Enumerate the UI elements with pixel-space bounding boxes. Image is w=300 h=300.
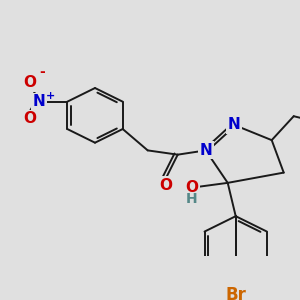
Text: O: O xyxy=(185,180,198,195)
Text: H: H xyxy=(186,192,197,206)
Text: O: O xyxy=(23,111,36,126)
Text: O: O xyxy=(159,178,172,193)
Text: Br: Br xyxy=(225,286,246,300)
Text: +: + xyxy=(46,91,56,101)
Text: O: O xyxy=(23,75,36,90)
Text: N: N xyxy=(33,94,46,109)
Text: -: - xyxy=(39,65,45,79)
Text: N: N xyxy=(199,143,212,158)
Text: N: N xyxy=(227,117,240,132)
